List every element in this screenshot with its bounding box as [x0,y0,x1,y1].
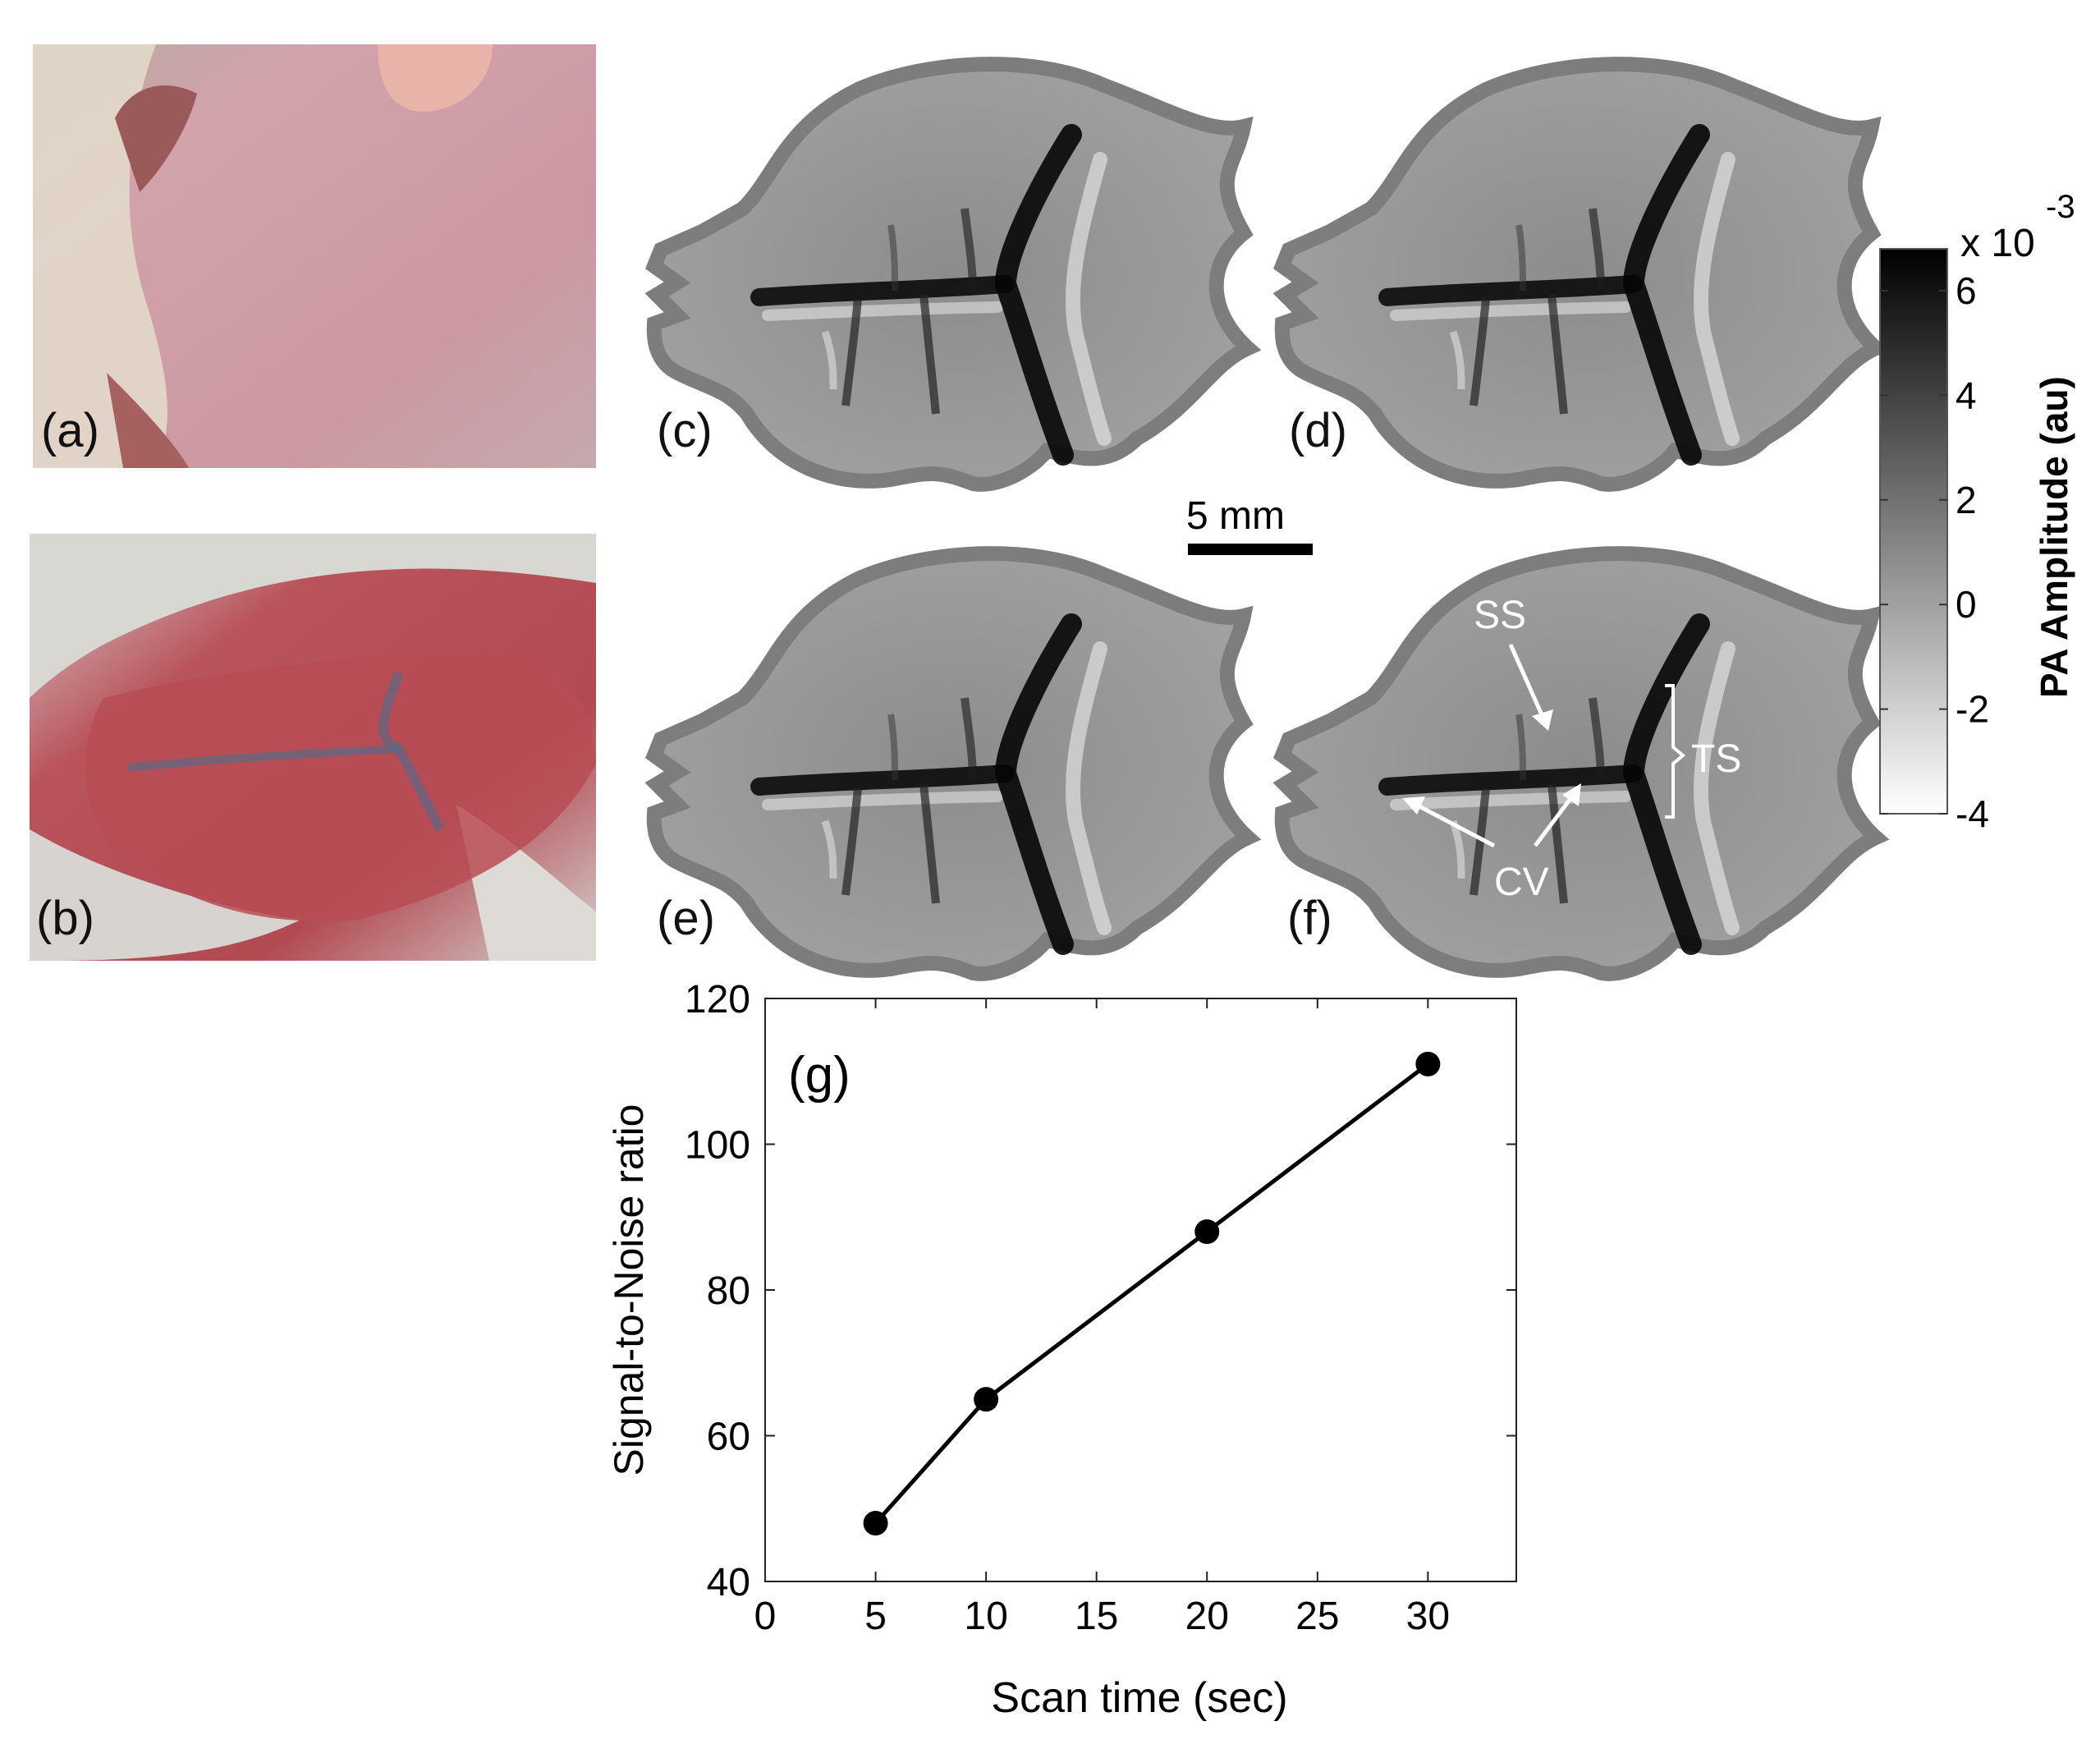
arrow-cv-left [1402,796,1496,848]
panel-d-pa-image: (d) [1282,64,1876,484]
x-tick-label: 5 [864,1595,887,1638]
scale-bar: 5 mm [1186,494,1313,555]
x-tick-label: 0 [754,1595,777,1638]
chart-g: (g) 0 5 10 15 20 25 30 40 60 80 100 120 Scan time (… [606,978,1517,1722]
chart-ylabel: Signal-to-Noise ratio [606,1104,652,1476]
data-point [1194,1219,1220,1244]
panel-b-label: (b) [36,892,94,945]
colorbar-label: PA Amplitude (au) [2033,376,2075,698]
bracket-ts [1665,684,1686,819]
panel-b-photo: (b) [30,534,597,961]
colorbar-exponent-prefix: x 10 [1960,222,2035,265]
x-tick-label: 10 [964,1595,1007,1638]
annotation-ts: TS [1691,737,1741,781]
panel-a-label: (a) [41,404,99,457]
panel-f-pa-image: (f) SS TS CV [1282,553,1876,974]
chart-ticks: 0 5 10 15 20 25 30 40 60 80 100 120 [685,978,1516,1638]
y-tick-label: 120 [685,978,750,1021]
x-tick-label: 30 [1406,1595,1450,1638]
colorbar: x 10 -3 6 4 2 0 -2 -4 PA Amplitude (au) [1879,189,2075,835]
y-tick-label: 40 [707,1561,750,1604]
chart-plot-area [764,998,1517,1582]
colorbar-gradient [1879,248,1948,815]
colorbar-ticks: 6 4 2 0 -2 -4 [1880,269,1989,835]
panel-d-label: (d) [1289,404,1347,457]
panel-e-label: (e) [657,892,715,945]
annotation-ss: SS [1474,594,1526,637]
y-tick-label: 80 [707,1269,750,1313]
chart-xlabel: Scan time (sec) [991,1674,1287,1722]
x-tick-label: 20 [1185,1595,1229,1638]
colorbar-tick-label: 0 [1956,583,1977,626]
data-point [974,1387,999,1412]
colorbar-tick-label: 2 [1956,479,1977,521]
panel-c-pa-image: (c) [654,64,1248,484]
panel-f-label: (f) [1287,892,1332,945]
annotation-cv: CV [1494,861,1549,904]
panel-a-photo: (a) [33,44,596,468]
chart-series [863,1051,1441,1535]
chart-panel-label: (g) [788,1047,851,1104]
colorbar-tick-label: -2 [1956,688,1989,731]
x-tick-label: 25 [1295,1595,1339,1638]
data-point [863,1511,888,1535]
data-point [1415,1051,1441,1076]
series-line [873,1062,1429,1525]
arrow-ss [1508,643,1553,731]
scale-bar-label: 5 mm [1186,494,1285,538]
arrow-cv-right [1534,783,1581,847]
x-tick-label: 15 [1075,1595,1118,1638]
y-tick-label: 100 [685,1124,750,1168]
colorbar-tick-label: 4 [1956,374,1977,416]
y-tick-label: 60 [707,1416,750,1459]
panel-e-pa-image: (e) [654,553,1248,974]
colorbar-tick-label: 6 [1956,269,1977,312]
colorbar-tick-label: -4 [1956,792,1989,835]
colorbar-exponent: -3 [2046,189,2075,225]
panel-c-label: (c) [657,404,713,457]
